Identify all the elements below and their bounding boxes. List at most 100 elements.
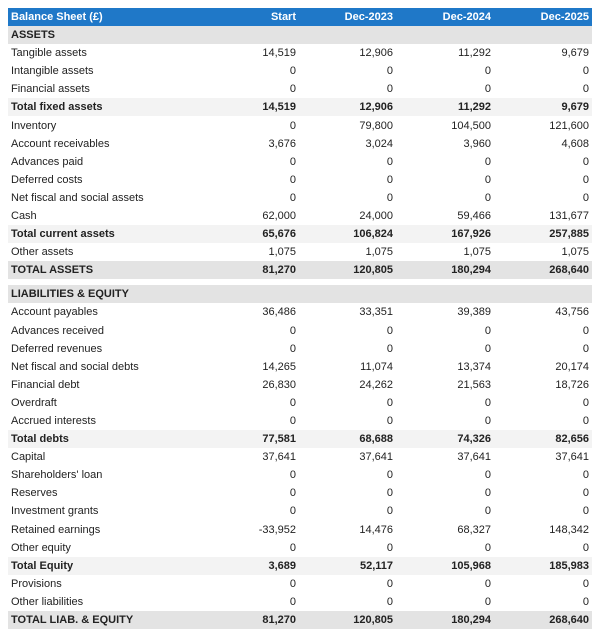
total-row: Total Equity 3,689 52,117 105,968 185,983 [8, 556, 592, 575]
cell-value: 59,466 [457, 209, 491, 222]
cell-value: 3,960 [463, 137, 491, 150]
row-label: Deferred revenues [11, 342, 103, 355]
cell-value: 0 [582, 487, 589, 500]
grand-row: TOTAL ASSETS 81,270 120,805 180,294 268,640 [8, 261, 592, 280]
cell-value: 21,563 [457, 378, 491, 391]
cell-value: 0 [484, 191, 491, 204]
cell-value: 0 [582, 173, 589, 186]
cell-value: 37,641 [457, 451, 491, 464]
cell-value: 257,885 [494, 225, 592, 244]
cell-value: 0 [582, 155, 589, 168]
cell-value: 0 [386, 173, 393, 186]
cell-value: 11,292 [458, 47, 491, 60]
cell-value: 0 [582, 324, 589, 337]
cell-value: 185,983 [494, 556, 592, 575]
cell-value: 0 [484, 577, 491, 590]
row-label: Account receivables [11, 137, 110, 150]
cell-value: 0 [484, 155, 491, 168]
cell-value: 0 [289, 541, 296, 554]
cell-value: 0 [289, 396, 296, 409]
row-label: Financial debt [11, 378, 80, 391]
cell-value: 81,270 [208, 611, 299, 630]
row-label: Advances paid [11, 155, 84, 168]
table-row: Other assets 1,075 1,075 1,075 1,075 [8, 243, 592, 261]
table-title: Balance Sheet (£) [8, 8, 208, 26]
column-header-dec-2025: Dec-2025 [494, 8, 592, 26]
cell-value: 0 [386, 577, 393, 590]
cell-value: 0 [386, 415, 393, 428]
table-row: Reserves 0 0 0 0 [8, 484, 592, 502]
cell-value: 0 [289, 487, 296, 500]
cell-value: 0 [289, 469, 296, 482]
row-label: Total Equity [8, 556, 208, 575]
cell-value: 0 [582, 505, 589, 518]
table-row: Cash 62,000 24,000 59,466 131,677 [8, 207, 592, 225]
table-row: Account payables 36,486 33,351 39,389 43,756 [8, 303, 592, 321]
cell-value: 62,000 [262, 209, 296, 222]
cell-value: 0 [386, 83, 393, 96]
row-label: Financial assets [11, 83, 90, 96]
row-label: Reserves [11, 487, 58, 500]
cell-value: 20,174 [555, 360, 589, 373]
cell-value: 9,679 [561, 47, 589, 60]
cell-value: 0 [484, 469, 491, 482]
table-row: Deferred revenues 0 0 0 0 [8, 340, 592, 358]
table-row: Capital 37,641 37,641 37,641 37,641 [8, 448, 592, 466]
cell-value: 1,075 [561, 246, 589, 259]
cell-value: 3,676 [268, 137, 296, 150]
cell-value: 268,640 [494, 261, 592, 280]
cell-value: 121,600 [549, 119, 589, 132]
cell-value: 39,389 [457, 306, 491, 319]
column-header-dec-2024: Dec-2024 [396, 8, 494, 26]
row-label: Intangible assets [11, 65, 94, 78]
cell-value: 148,342 [549, 523, 589, 536]
cell-value: 1,075 [463, 246, 491, 259]
row-label: Overdraft [11, 396, 57, 409]
row-label: Account payables [11, 306, 98, 319]
cell-value: 3,689 [208, 556, 299, 575]
cell-value: 0 [582, 595, 589, 608]
table-row: Overdraft 0 0 0 0 [8, 394, 592, 412]
grand-row: TOTAL LIAB. & EQUITY 81,270 120,805 180,294… [8, 611, 592, 630]
cell-value: 120,805 [299, 261, 396, 280]
cell-value: 180,294 [396, 261, 494, 280]
cell-value: 0 [582, 191, 589, 204]
cell-value: 12,906 [359, 47, 393, 60]
cell-value: 0 [386, 505, 393, 518]
cell-value: 0 [484, 65, 491, 78]
cell-value: 0 [289, 342, 296, 355]
row-label: Total debts [8, 430, 208, 449]
total-row: Total current assets 65,676 106,824 167,926… [8, 225, 592, 244]
cell-value: 0 [289, 119, 296, 132]
cell-value: 0 [582, 469, 589, 482]
cell-value: 43,756 [555, 306, 589, 319]
balance-sheet-table: Balance Sheet (£) Start Dec-2023 Dec-202… [8, 8, 592, 630]
cell-value: 3,024 [365, 137, 393, 150]
cell-value: 11,074 [360, 360, 393, 373]
cell-value: 268,640 [494, 611, 592, 630]
row-label: Cash [11, 209, 37, 222]
cell-value: 0 [386, 396, 393, 409]
cell-value: 0 [484, 595, 491, 608]
cell-value: 68,327 [457, 523, 491, 536]
column-header-start: Start [208, 8, 299, 26]
cell-value: 0 [582, 577, 589, 590]
table-row: Financial assets 0 0 0 0 [8, 80, 592, 98]
row-label: Total fixed assets [8, 98, 208, 117]
cell-value: 105,968 [396, 556, 494, 575]
cell-value: 0 [484, 83, 491, 96]
cell-value: 0 [289, 173, 296, 186]
cell-value: 4,608 [561, 137, 589, 150]
table-row: Retained earnings -33,952 14,476 68,327 148,… [8, 521, 592, 539]
cell-value: 0 [484, 324, 491, 337]
cell-value: 36,486 [262, 306, 296, 319]
cell-value: 180,294 [396, 611, 494, 630]
table-row: Inventory 0 79,800 104,500 121,600 [8, 116, 592, 134]
cell-value: 104,500 [451, 119, 491, 132]
cell-value: 9,679 [494, 98, 592, 117]
cell-value: 0 [582, 415, 589, 428]
cell-value: 0 [582, 396, 589, 409]
cell-value: 0 [484, 505, 491, 518]
cell-value: 0 [386, 65, 393, 78]
cell-value: 0 [484, 487, 491, 500]
